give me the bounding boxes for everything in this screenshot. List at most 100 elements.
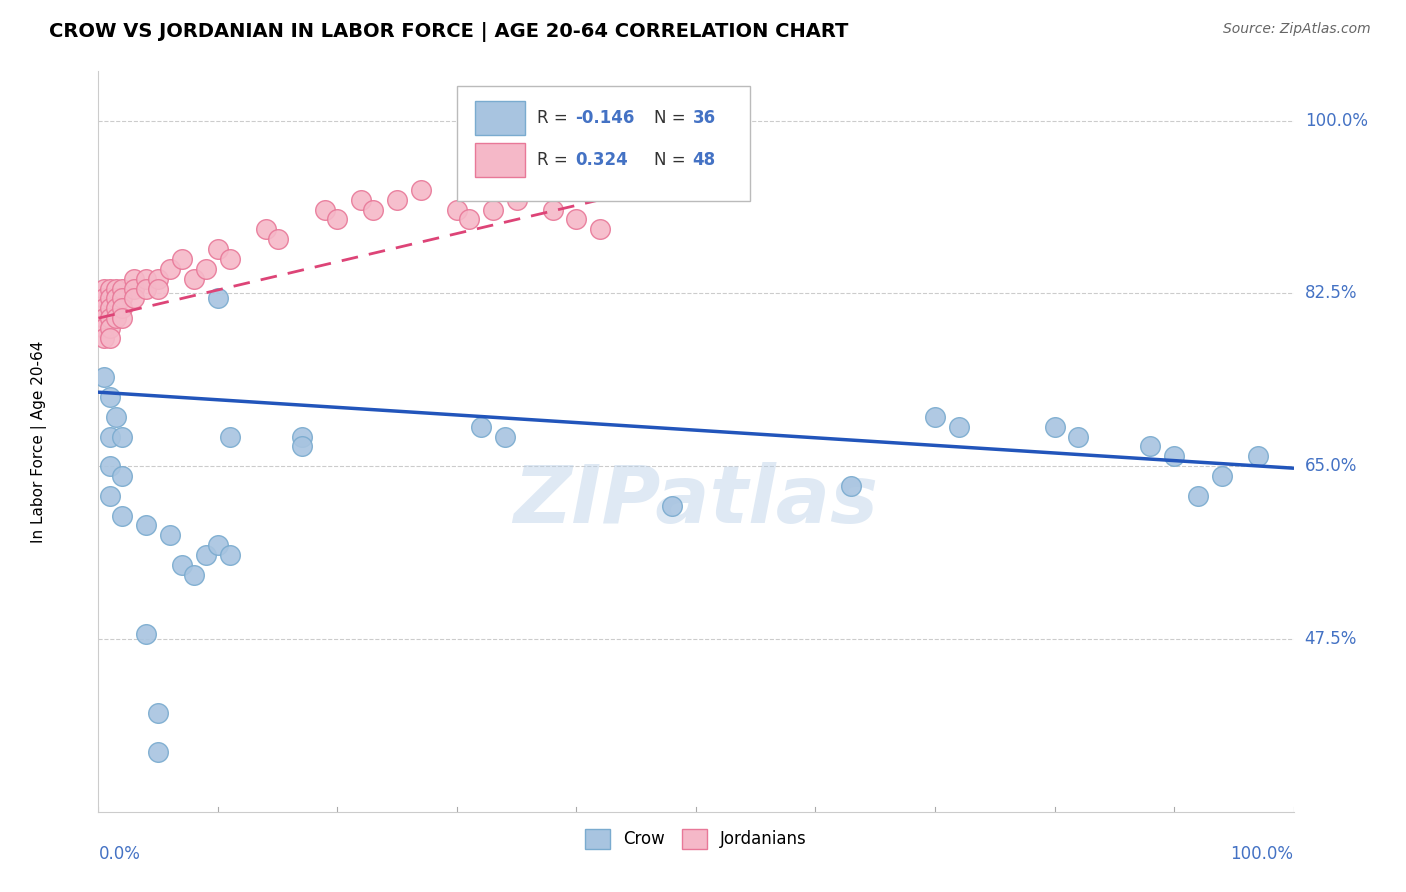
Point	[195, 548, 218, 562]
Point	[172, 558, 194, 572]
Legend: Crow, Jordanians: Crow, Jordanians	[578, 822, 814, 855]
Point	[219, 429, 242, 443]
Point	[589, 222, 612, 236]
Point	[105, 281, 128, 295]
Point	[159, 261, 181, 276]
Point	[494, 429, 516, 443]
Point	[219, 548, 242, 562]
Point	[219, 252, 242, 266]
Text: ZIPatlas: ZIPatlas	[513, 462, 879, 540]
Point	[135, 271, 157, 285]
Point	[1247, 450, 1270, 464]
Point	[1067, 429, 1090, 443]
Point	[111, 508, 134, 523]
Point	[207, 242, 229, 256]
Point	[1211, 469, 1233, 483]
Point	[124, 292, 146, 306]
Point	[98, 301, 122, 316]
Point	[1043, 419, 1066, 434]
Text: 48: 48	[692, 152, 716, 169]
Text: -0.146: -0.146	[575, 109, 634, 127]
Text: 82.5%: 82.5%	[1305, 285, 1357, 302]
Point	[661, 499, 683, 513]
Point	[148, 281, 170, 295]
Point	[924, 409, 946, 424]
Point	[159, 528, 181, 542]
Point	[1163, 450, 1185, 464]
Point	[93, 292, 115, 306]
Point	[93, 311, 115, 326]
Text: 100.0%: 100.0%	[1305, 112, 1368, 129]
FancyBboxPatch shape	[457, 87, 749, 201]
Point	[948, 419, 970, 434]
Point	[111, 311, 134, 326]
Text: 0.324: 0.324	[575, 152, 628, 169]
Point	[148, 271, 170, 285]
Text: 0.0%: 0.0%	[98, 845, 141, 863]
Point	[105, 292, 128, 306]
Point	[350, 193, 373, 207]
Point	[98, 281, 122, 295]
Point	[841, 479, 863, 493]
Point	[183, 271, 205, 285]
FancyBboxPatch shape	[475, 144, 524, 178]
Point	[458, 212, 481, 227]
Point	[470, 419, 492, 434]
Point	[172, 252, 194, 266]
Text: 47.5%: 47.5%	[1305, 630, 1357, 648]
Text: R =: R =	[537, 109, 574, 127]
Point	[98, 429, 122, 443]
Point	[93, 331, 115, 345]
Point	[105, 301, 128, 316]
Point	[506, 193, 529, 207]
Text: N =: N =	[654, 109, 690, 127]
Point	[446, 202, 468, 217]
Text: 65.0%: 65.0%	[1305, 458, 1357, 475]
Text: Source: ZipAtlas.com: Source: ZipAtlas.com	[1223, 22, 1371, 37]
Text: 100.0%: 100.0%	[1230, 845, 1294, 863]
Point	[98, 321, 122, 335]
Point	[93, 321, 115, 335]
Point	[111, 301, 134, 316]
Point	[93, 301, 115, 316]
Point	[93, 281, 115, 295]
Point	[135, 281, 157, 295]
Text: CROW VS JORDANIAN IN LABOR FORCE | AGE 20-64 CORRELATION CHART: CROW VS JORDANIAN IN LABOR FORCE | AGE 2…	[49, 22, 849, 42]
Point	[135, 627, 157, 641]
Point	[254, 222, 277, 236]
Point	[315, 202, 337, 217]
Point	[98, 311, 122, 326]
Point	[291, 429, 314, 443]
Point	[1139, 440, 1161, 454]
Point	[98, 390, 122, 404]
Point	[1187, 489, 1209, 503]
Point	[195, 261, 218, 276]
Text: 36: 36	[692, 109, 716, 127]
Text: N =: N =	[654, 152, 690, 169]
Point	[111, 429, 134, 443]
Point	[111, 281, 134, 295]
Point	[98, 331, 122, 345]
Point	[541, 202, 564, 217]
Point	[207, 538, 229, 552]
Point	[111, 469, 134, 483]
FancyBboxPatch shape	[475, 101, 524, 135]
Point	[124, 271, 146, 285]
Point	[135, 518, 157, 533]
Point	[98, 292, 122, 306]
Text: In Labor Force | Age 20-64: In Labor Force | Age 20-64	[31, 341, 46, 542]
Point	[481, 202, 505, 217]
Point	[111, 292, 134, 306]
Point	[267, 232, 290, 246]
Point	[105, 409, 128, 424]
Point	[98, 459, 122, 474]
Point	[148, 706, 170, 720]
Point	[183, 567, 205, 582]
Point	[385, 193, 409, 207]
Point	[326, 212, 349, 227]
Text: R =: R =	[537, 152, 574, 169]
Point	[124, 281, 146, 295]
Point	[411, 183, 433, 197]
Point	[105, 311, 128, 326]
Point	[98, 489, 122, 503]
